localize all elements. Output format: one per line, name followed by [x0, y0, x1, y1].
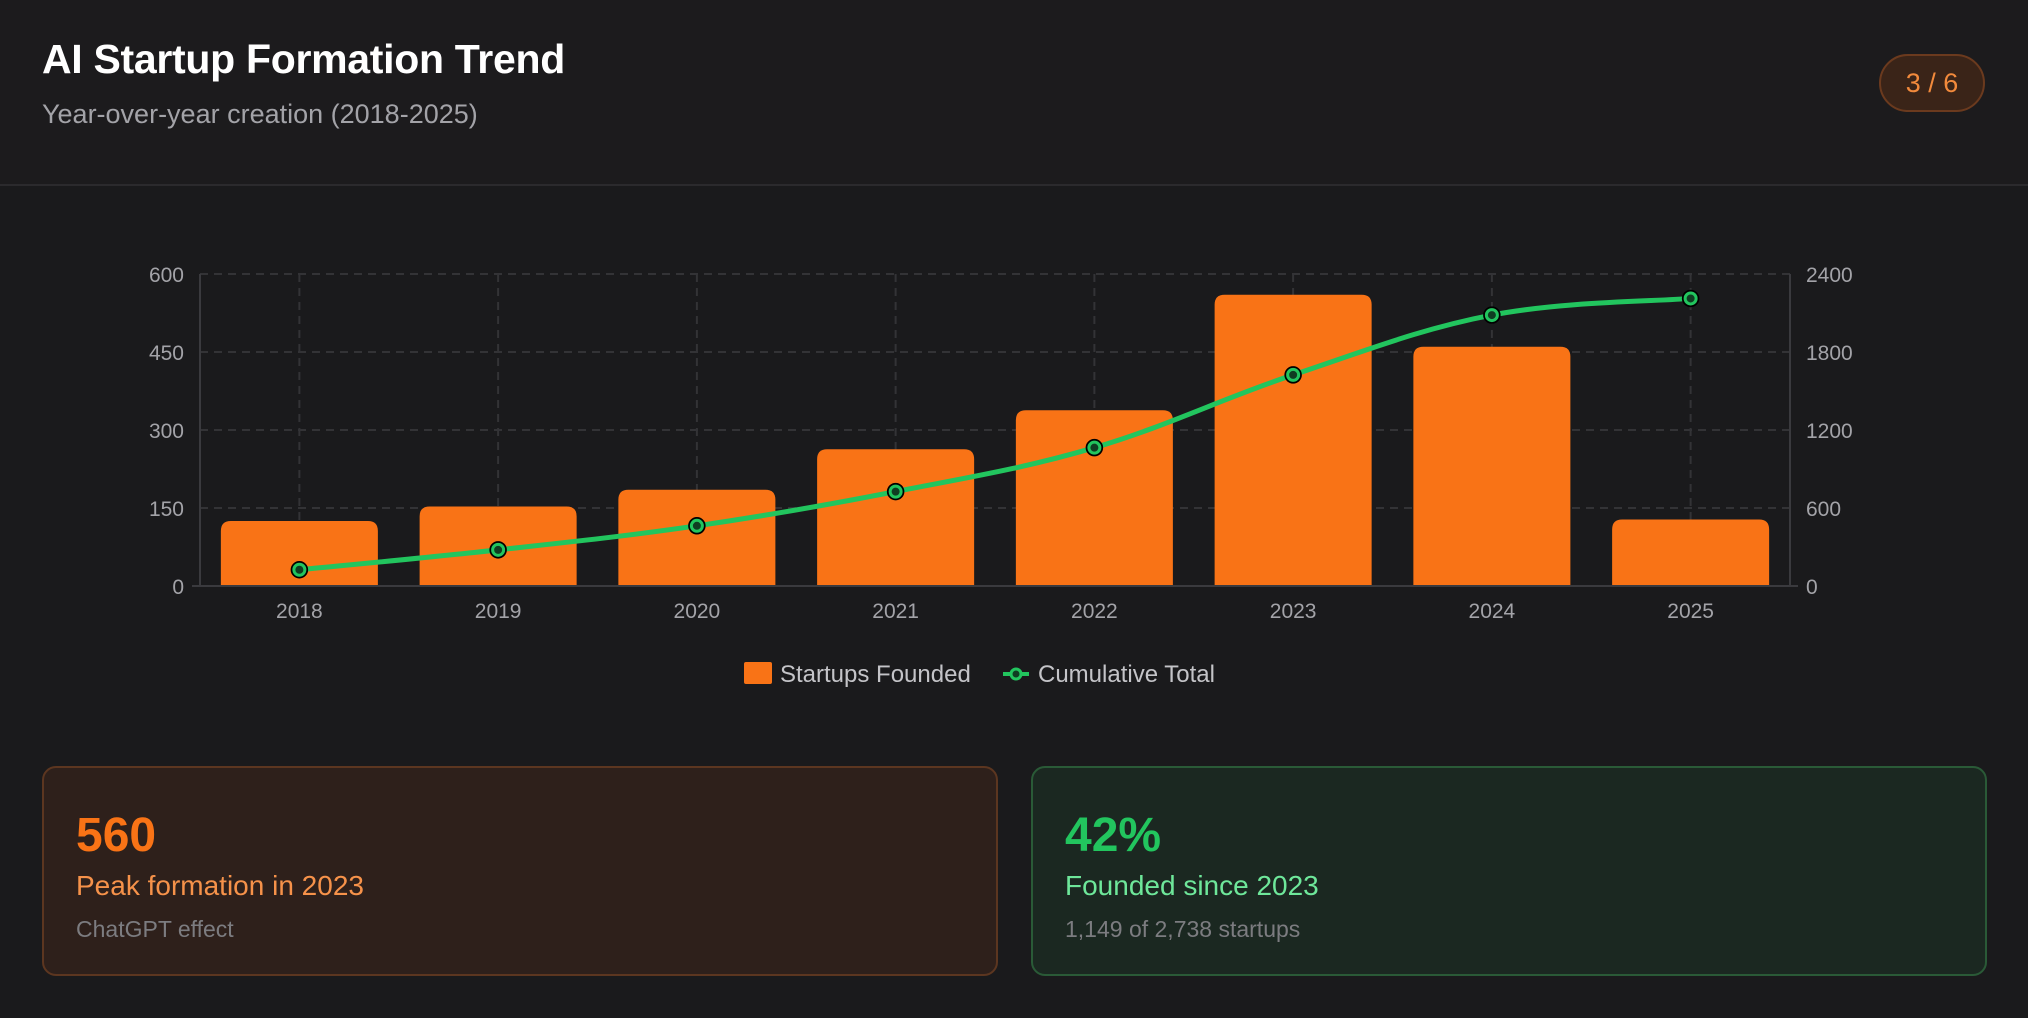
bar	[618, 489, 776, 586]
y-left-tick-label: 150	[149, 498, 184, 521]
y-right-tick-label: 1200	[1806, 420, 1853, 443]
x-tick-label: 2021	[872, 600, 919, 623]
line-point	[1286, 367, 1301, 382]
x-tick-label: 2018	[276, 600, 323, 623]
line-point	[689, 518, 704, 533]
x-tick-label: 2024	[1469, 600, 1516, 623]
stat-label: Peak formation in 2023	[76, 870, 364, 901]
combo-chart: 0 150 300 450 600 0 600 1200 1800 2400 2018 2019 202…	[149, 264, 1853, 688]
x-tick-label: 2025	[1667, 600, 1714, 623]
chart-legend[interactable]: Startups Founded Cumulative Total	[744, 661, 1215, 688]
bar	[220, 521, 378, 586]
y-left-tick-label: 450	[149, 342, 184, 365]
chart-subtitle: Year-over-year creation (2018-2025)	[42, 99, 478, 129]
stat-card-recent: 42% Founded since 2023 1,149 of 2,738 st…	[1031, 766, 1987, 976]
stat-card-peak: 560 Peak formation in 2023 ChatGPT effec…	[42, 766, 998, 976]
legend-swatch-bar	[744, 662, 772, 684]
bar	[817, 449, 975, 586]
line-point	[888, 484, 903, 499]
page-indicator-badge: 3 / 6	[1879, 54, 1985, 112]
chart-axes: 0 150 300 450 600 0 600 1200 1800 2400 2018 2019 202…	[149, 264, 1853, 623]
line-point	[1484, 308, 1499, 323]
bar	[1015, 410, 1173, 586]
bar	[1413, 346, 1571, 586]
y-right-tick-label: 0	[1806, 576, 1818, 599]
stat-value: 42%	[1065, 809, 1162, 862]
legend-label-bar: Startups Founded	[780, 661, 971, 688]
x-tick-label: 2023	[1270, 600, 1317, 623]
y-left-tick-label: 600	[149, 264, 184, 287]
bar	[1214, 294, 1372, 586]
legend-label-line: Cumulative Total	[1038, 661, 1215, 688]
line-series	[290, 289, 1700, 579]
x-tick-label: 2022	[1071, 600, 1118, 623]
stat-label: Founded since 2023	[1065, 870, 1319, 901]
x-tick-label: 2019	[475, 600, 522, 623]
stat-note: 1,149 of 2,738 startups	[1065, 916, 1301, 942]
stat-note: ChatGPT effect	[76, 916, 234, 942]
line-point	[1087, 440, 1102, 455]
x-tick-label: 2020	[674, 600, 721, 623]
bar	[1612, 519, 1770, 586]
slide-header: AI Startup Formation Trend Year-over-yea…	[0, 0, 2028, 186]
chart-title: AI Startup Formation Trend	[42, 36, 565, 82]
y-right-tick-label: 1800	[1806, 342, 1853, 365]
y-left-tick-label: 300	[149, 420, 184, 443]
y-right-tick-label: 2400	[1806, 264, 1853, 287]
line-point	[292, 562, 307, 577]
line-point	[491, 542, 506, 557]
line-point	[1683, 291, 1698, 306]
legend-swatch-point	[1009, 667, 1023, 681]
y-right-tick-label: 600	[1806, 498, 1841, 521]
bar-series	[220, 294, 1770, 586]
stat-value: 560	[76, 809, 157, 862]
y-left-tick-label: 0	[172, 576, 184, 599]
cumulative-line	[296, 295, 1694, 573]
